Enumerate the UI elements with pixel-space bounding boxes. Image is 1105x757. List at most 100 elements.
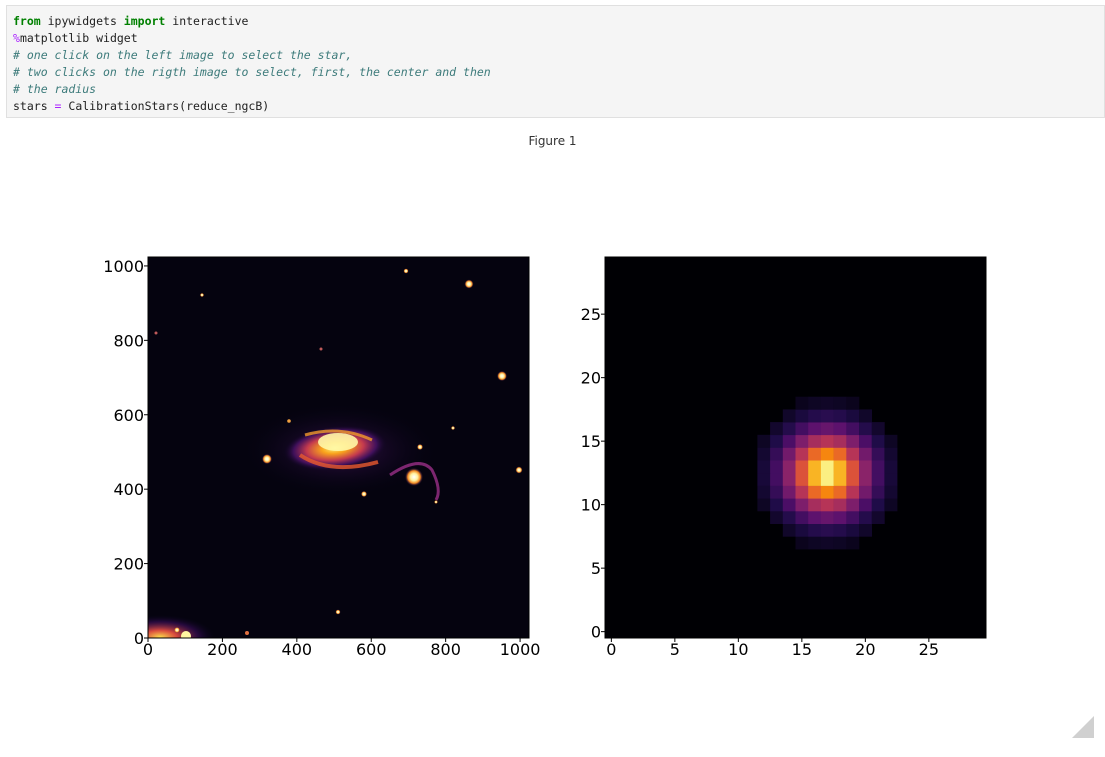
right-image-frame xyxy=(604,256,987,639)
code-token: CalibrationStars(reduce_ngcB) xyxy=(61,99,270,113)
image-pixel xyxy=(820,536,834,550)
image-pixel xyxy=(782,422,796,436)
image-pixel xyxy=(846,498,860,512)
image-pixel xyxy=(884,485,898,499)
image-pixel xyxy=(846,409,860,423)
code-token: = xyxy=(54,99,62,113)
image-pixel xyxy=(820,523,834,537)
x-tick-label: 1000 xyxy=(500,640,541,659)
y-tick-label: 15 xyxy=(581,432,601,451)
image-pixel xyxy=(859,472,872,486)
y-tick-label: 5 xyxy=(591,559,601,578)
image-pixel xyxy=(820,460,834,474)
image-pixel xyxy=(820,485,834,499)
code-line: # the radius xyxy=(13,82,96,96)
code-line: # one click on the left image to select … xyxy=(13,48,352,62)
code-token: from xyxy=(13,14,41,28)
image-pixel xyxy=(795,523,809,537)
image-pixel xyxy=(846,536,860,550)
image-pixel xyxy=(820,472,834,486)
y-tick-label: 0 xyxy=(591,623,601,642)
image-pixel xyxy=(884,447,898,461)
image-pixel xyxy=(833,498,847,512)
image-pixel xyxy=(770,511,784,524)
image-pixel xyxy=(795,434,809,448)
x-tick-label: 20 xyxy=(855,640,875,659)
x-tick-label: 25 xyxy=(919,640,939,659)
image-pixel xyxy=(846,434,860,448)
star-field xyxy=(154,268,523,635)
figure-title: Figure 1 xyxy=(528,134,577,148)
image-pixel xyxy=(820,422,834,436)
image-pixel xyxy=(846,422,860,436)
image-pixel xyxy=(808,447,822,461)
image-pixel xyxy=(846,460,860,474)
code-line: %matplotlib widget xyxy=(13,31,138,45)
image-pixel xyxy=(808,536,822,550)
image-pixel xyxy=(820,396,834,410)
code-cell[interactable]: from ipywidgets import interactive %matp… xyxy=(6,5,1105,118)
left-image-frame xyxy=(147,256,530,639)
code-cell-source[interactable]: from ipywidgets import interactive %matp… xyxy=(13,13,491,115)
y-tick-label: 20 xyxy=(581,369,601,388)
image-pixel xyxy=(795,485,809,499)
image-pixel xyxy=(770,422,784,436)
image-pixel xyxy=(770,434,784,448)
x-tick-label: 0 xyxy=(606,640,616,659)
code-line: # two clicks on the rigth image to selec… xyxy=(13,65,491,79)
x-tick-label: 400 xyxy=(282,640,313,659)
image-pixel xyxy=(846,447,860,461)
resize-handle-icon[interactable] xyxy=(1072,716,1094,738)
image-pixel xyxy=(846,472,860,486)
code-token: matplotlib widget xyxy=(19,31,138,45)
image-pixel xyxy=(859,422,872,436)
image-pixel xyxy=(833,447,847,461)
image-pixel xyxy=(782,434,796,448)
code-token: % xyxy=(13,31,20,45)
y-tick-label: 400 xyxy=(113,480,144,499)
image-pixel xyxy=(808,422,822,436)
image-pixel xyxy=(795,498,809,512)
code-line: from ipywidgets import interactive xyxy=(13,14,248,28)
x-tick-label: 600 xyxy=(356,640,387,659)
image-pixel xyxy=(884,472,898,486)
image-pixel xyxy=(833,485,847,499)
y-tick-label: 600 xyxy=(113,406,144,425)
image-pixel xyxy=(757,434,771,448)
image-pixel xyxy=(859,485,872,499)
code-token: interactive xyxy=(165,14,249,28)
x-tick-label: 5 xyxy=(670,640,680,659)
y-tick-label: 200 xyxy=(113,555,144,574)
image-pixel xyxy=(795,422,809,436)
image-pixel xyxy=(782,409,796,423)
image-pixel xyxy=(808,434,822,448)
image-pixel xyxy=(871,422,885,436)
code-token: # the radius xyxy=(13,82,97,96)
code-token: ipywidgets xyxy=(40,14,124,28)
y-tick-label: 25 xyxy=(581,305,601,324)
image-pixel xyxy=(833,396,847,410)
image-pixel xyxy=(795,409,809,423)
left-axis-ticks: 0 200 400 600 800 1000 0 200 400 600 800 1000 xyxy=(103,257,540,659)
code-token: # one click on the left image to select … xyxy=(13,48,353,62)
image-pixel xyxy=(782,498,796,512)
image-pixel xyxy=(871,485,885,499)
left-image-axes[interactable]: 0 200 400 600 800 1000 0 200 400 600 800 1000 xyxy=(103,256,540,659)
image-pixel xyxy=(808,511,822,524)
image-pixel xyxy=(846,523,860,537)
image-pixel xyxy=(833,472,847,486)
image-pixel xyxy=(808,498,822,512)
galaxy-image xyxy=(148,405,440,638)
right-image-axes[interactable]: 0 5 10 15 20 25 0 5 10 15 20 25 xyxy=(581,256,987,659)
image-pixel xyxy=(795,396,809,410)
image-pixel xyxy=(782,472,796,486)
image-pixel xyxy=(846,485,860,499)
image-pixel xyxy=(820,447,834,461)
image-pixel xyxy=(884,434,898,448)
image-pixel xyxy=(795,460,809,474)
image-pixel xyxy=(820,498,834,512)
x-tick-label: 15 xyxy=(792,640,812,659)
image-pixel xyxy=(859,434,872,448)
image-pixel xyxy=(859,460,872,474)
